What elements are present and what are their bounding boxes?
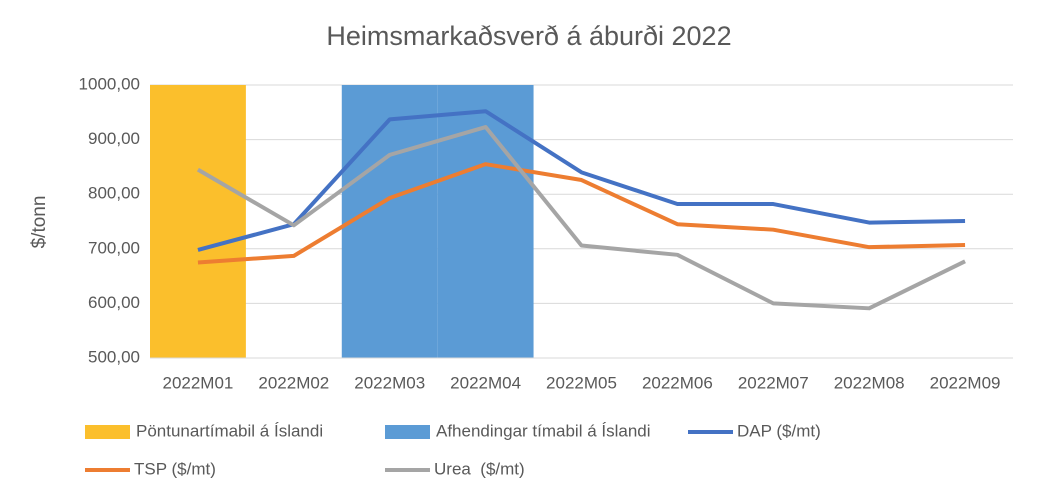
y-tick-label: 700,00	[88, 238, 140, 257]
x-tick-label: 2022M09	[930, 373, 1001, 392]
x-tick-label: 2022M07	[738, 373, 809, 392]
y-axis-label: $/tonn	[29, 196, 50, 249]
x-tick-label: 2022M01	[162, 373, 233, 392]
y-tick-label: 1000,00	[79, 74, 140, 93]
legend-label: DAP ($/mt)	[737, 421, 821, 440]
line	[197, 109, 966, 252]
chart-title: Heimsmarkaðsverð á áburði 2022	[326, 21, 731, 51]
bar	[341, 85, 438, 358]
y-tick-label: 900,00	[88, 129, 140, 148]
x-tick-label: 2022M08	[834, 373, 905, 392]
legend-swatch	[85, 425, 130, 439]
y-tick-label: 500,00	[88, 347, 140, 366]
y-tick-label: 600,00	[88, 293, 140, 312]
line	[197, 162, 966, 265]
x-tick-label: 2022M06	[642, 373, 713, 392]
x-tick-label: 2022M05	[546, 373, 617, 392]
legend-label: Afhendingar tímabil á Íslandi	[436, 421, 651, 440]
legend-label: Urea ($/mt)	[434, 459, 525, 478]
bar	[150, 85, 246, 358]
line	[196, 125, 966, 311]
x-tick-label: 2022M03	[354, 373, 425, 392]
legend-label: Pöntunartímabil á Íslandi	[136, 421, 323, 440]
x-tick-label: 2022M02	[258, 373, 329, 392]
x-tick-label: 2022M04	[450, 373, 521, 392]
legend-label: TSP ($/mt)	[134, 459, 216, 478]
y-tick-label: 800,00	[88, 184, 140, 203]
legend-swatch	[385, 425, 430, 439]
